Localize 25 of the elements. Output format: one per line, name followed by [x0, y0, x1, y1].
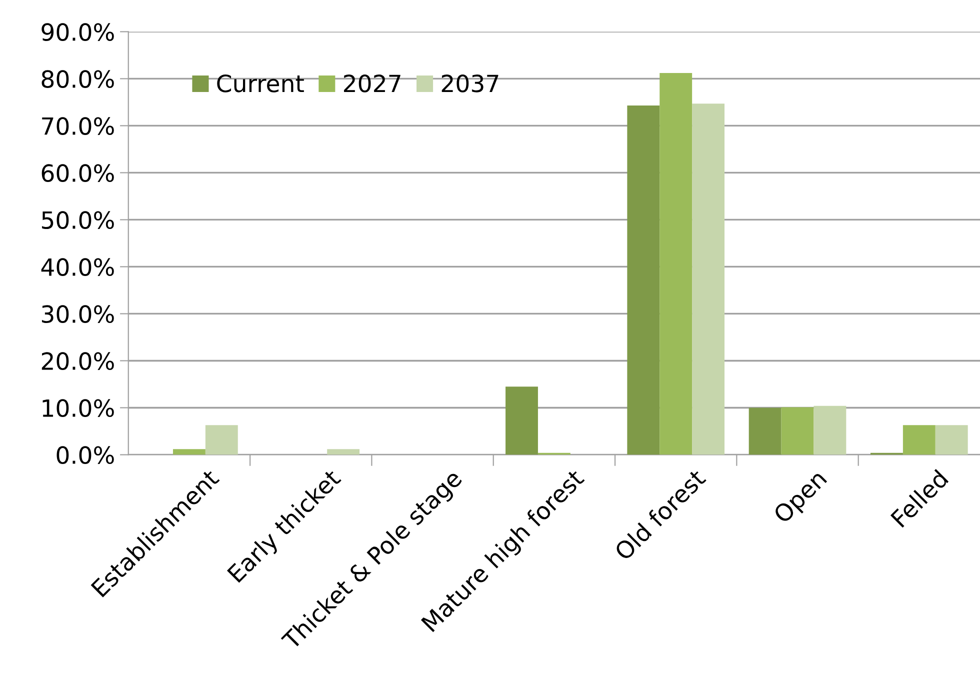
y-tick-label: 0.0% [56, 446, 114, 464]
bar [205, 425, 238, 455]
legend-label: 2037 [442, 74, 498, 92]
bar [506, 386, 538, 455]
legend-label: 2027 [344, 74, 400, 92]
bar [781, 407, 814, 455]
y-tick-label: 60.0% [42, 164, 114, 182]
y-tick-label: 70.0% [42, 117, 114, 136]
bar [627, 105, 660, 455]
bar [935, 425, 968, 455]
y-tick-label: 50.0% [42, 211, 114, 230]
bar [814, 406, 846, 455]
bar [660, 73, 692, 455]
bar [902, 425, 936, 455]
y-tick-label: 40.0% [41, 258, 114, 276]
legend-label: Current [217, 74, 304, 92]
bar [327, 449, 360, 455]
bar [172, 449, 206, 455]
y-tick-label: 20.0% [42, 352, 114, 370]
y-tick-label: 30.0% [42, 305, 114, 324]
bar [748, 408, 782, 455]
y-tick-label: 80.0% [42, 70, 114, 88]
y-tick-label: 10.0% [42, 399, 114, 418]
y-tick-label: 90.0% [42, 23, 114, 41]
bar [692, 104, 725, 455]
